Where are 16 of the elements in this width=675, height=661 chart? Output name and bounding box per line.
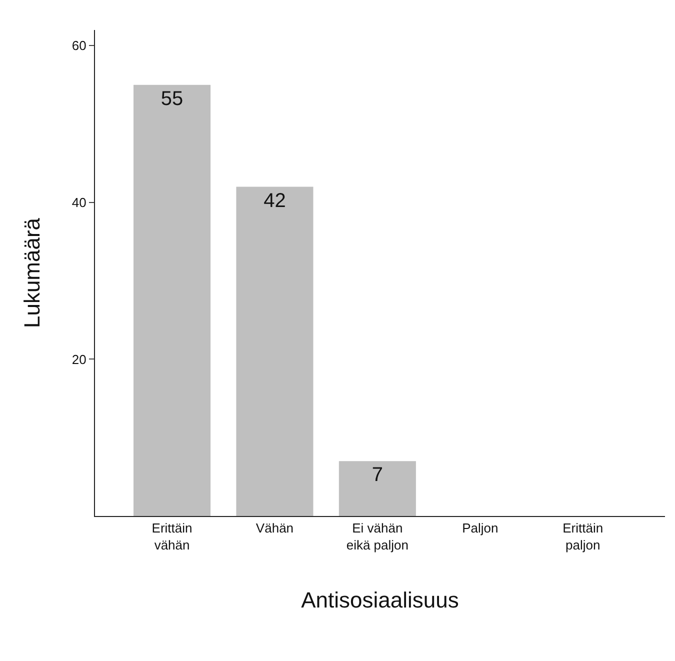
data-label: 42 — [264, 190, 286, 212]
x-tick-label: Vähän — [256, 520, 294, 536]
bar — [236, 186, 314, 516]
bar — [134, 84, 211, 516]
y-tick-label: 60 — [72, 38, 86, 54]
bar — [338, 461, 416, 516]
x-tick-label: Paljon — [462, 520, 498, 536]
y-tick-label: 40 — [72, 195, 86, 210]
x-tick-label: Erittäin paljon — [562, 520, 604, 552]
x-axis-title: Antisosiaalisuus — [301, 587, 459, 612]
y-tick-label: 20 — [72, 352, 86, 367]
x-tick-label: Erittäin vähän — [152, 520, 192, 552]
y-axis-title: Lukumäärä — [20, 217, 45, 328]
data-label: 55 — [160, 88, 184, 110]
x-tick-label: Ei vähän eikä paljon — [346, 520, 409, 552]
data-label: 7 — [372, 464, 383, 486]
